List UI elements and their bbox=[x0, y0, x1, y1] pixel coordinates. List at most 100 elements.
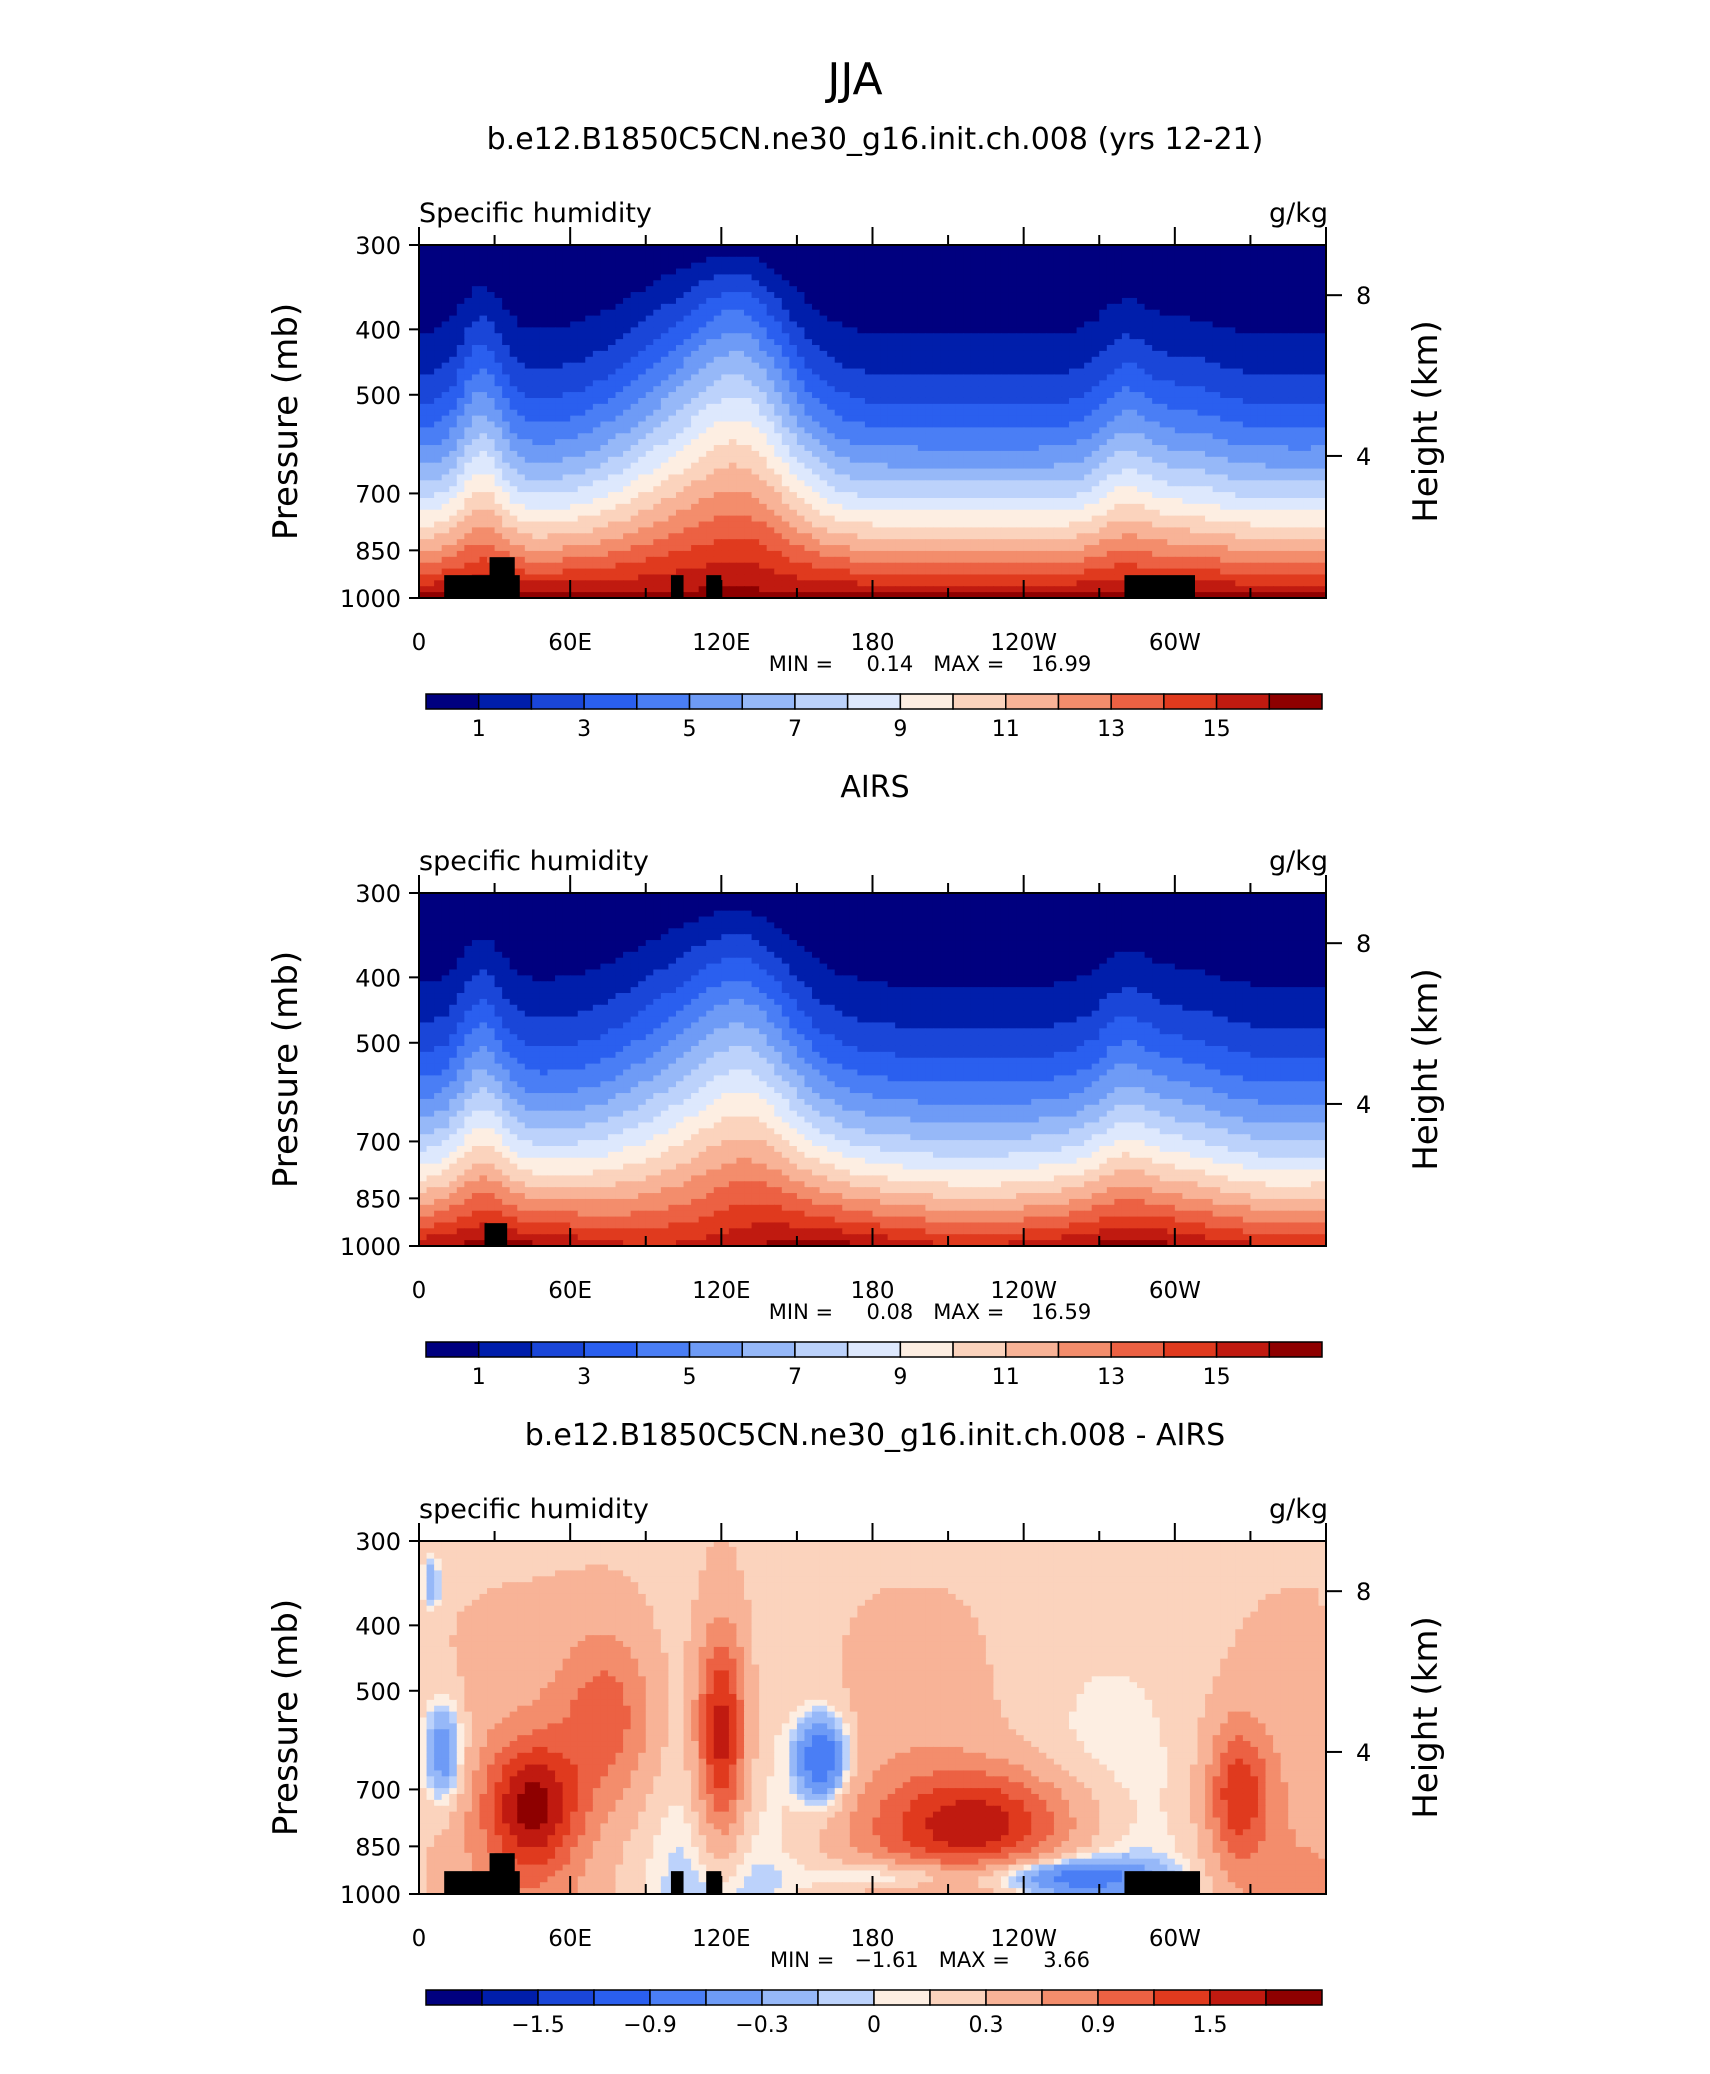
contour-cell bbox=[849, 333, 858, 340]
contour-cell bbox=[1295, 262, 1304, 270]
contour-cell bbox=[683, 333, 692, 340]
contour-cell bbox=[1099, 397, 1108, 405]
contour-cell bbox=[902, 439, 911, 446]
contour-cell bbox=[751, 327, 760, 334]
contour-cell bbox=[570, 456, 579, 464]
contour-cell bbox=[940, 315, 949, 323]
contour-cell bbox=[834, 274, 843, 281]
contour-cell bbox=[895, 297, 904, 305]
contour-cell bbox=[1174, 397, 1183, 405]
contour-cell bbox=[509, 292, 518, 299]
contour-cell bbox=[683, 362, 692, 370]
contour-cell bbox=[524, 403, 533, 411]
contour-cell bbox=[1182, 356, 1191, 364]
contour-cell bbox=[721, 250, 730, 258]
contour-cell bbox=[449, 386, 458, 393]
contour-cell bbox=[419, 245, 428, 252]
contour-cell bbox=[607, 421, 617, 428]
contour-cell bbox=[917, 409, 927, 417]
contour-cell bbox=[1257, 421, 1267, 428]
contour-cell bbox=[1121, 456, 1131, 464]
contour-cell bbox=[872, 345, 881, 352]
contour-cell bbox=[842, 292, 851, 299]
contour-cell bbox=[562, 297, 571, 305]
contour-cell bbox=[555, 439, 564, 446]
contour-cell bbox=[819, 450, 828, 458]
contour-cell bbox=[456, 292, 465, 299]
contour-cell bbox=[623, 468, 632, 476]
contour-cell bbox=[691, 286, 700, 293]
contour-cell bbox=[1099, 433, 1108, 440]
contour-cell bbox=[691, 474, 700, 481]
contour-cell bbox=[902, 339, 911, 346]
contour-cell bbox=[449, 427, 458, 434]
contour-cell bbox=[660, 439, 670, 446]
contour-cell bbox=[910, 450, 919, 458]
contour-cell bbox=[842, 286, 851, 293]
contour-cell bbox=[1174, 321, 1183, 328]
contour-cell bbox=[880, 345, 889, 352]
contour-cell bbox=[842, 468, 851, 476]
contour-cell bbox=[902, 286, 911, 293]
contour-cell bbox=[917, 415, 927, 423]
contour-cell bbox=[1008, 286, 1017, 293]
contour-cell bbox=[1167, 350, 1176, 358]
contour-cell bbox=[441, 303, 450, 311]
contour-cell bbox=[1182, 250, 1191, 258]
contour-cell bbox=[1235, 433, 1244, 440]
contour-cell bbox=[532, 421, 541, 428]
contour-cell bbox=[509, 345, 518, 352]
contour-cell bbox=[744, 474, 753, 481]
contour-cell bbox=[630, 350, 639, 358]
contour-cell bbox=[607, 474, 617, 481]
contour-cell bbox=[796, 356, 806, 364]
contour-cell bbox=[509, 274, 518, 281]
contour-cell bbox=[1016, 474, 1025, 481]
contour-cell bbox=[1265, 280, 1274, 287]
contour-cell bbox=[494, 297, 503, 305]
contour-cell bbox=[728, 303, 738, 311]
contour-cell bbox=[721, 309, 730, 317]
contour-cell bbox=[812, 350, 821, 358]
contour-cell bbox=[804, 356, 813, 364]
contour-cell bbox=[955, 439, 964, 446]
contour-cell bbox=[766, 333, 775, 340]
contour-cell bbox=[834, 474, 843, 481]
contour-cell bbox=[864, 280, 874, 287]
contour-cell bbox=[1212, 274, 1221, 281]
contour-cell bbox=[1061, 245, 1070, 252]
contour-cell bbox=[1023, 292, 1032, 299]
contour-cell bbox=[1038, 274, 1047, 281]
contour-cell bbox=[479, 303, 488, 311]
contour-cell bbox=[487, 474, 496, 481]
contour-cell bbox=[1114, 274, 1123, 281]
contour-cell bbox=[464, 392, 473, 399]
contour-cell bbox=[804, 439, 813, 446]
contour-cell bbox=[1265, 374, 1274, 381]
contour-cell bbox=[441, 333, 450, 340]
contour-cell bbox=[895, 309, 904, 317]
contour-cell bbox=[419, 350, 428, 358]
contour-cell bbox=[1076, 374, 1085, 381]
contour-cell bbox=[479, 368, 488, 376]
contour-cell bbox=[1295, 321, 1304, 328]
contour-cell bbox=[660, 321, 670, 328]
contour-cell bbox=[419, 362, 428, 370]
contour-cell bbox=[532, 392, 541, 399]
contour-cell bbox=[1318, 480, 1327, 487]
contour-cell bbox=[1121, 268, 1131, 276]
contour-cell bbox=[494, 368, 503, 376]
contour-cell bbox=[1250, 462, 1259, 470]
contour-cell bbox=[1288, 468, 1297, 476]
contour-cell bbox=[1303, 386, 1312, 393]
contour-cell bbox=[812, 433, 821, 440]
contour-cell bbox=[1129, 415, 1138, 423]
contour-cell bbox=[1318, 280, 1327, 287]
contour-cell bbox=[978, 262, 987, 270]
contour-cell bbox=[864, 339, 874, 346]
contour-cell bbox=[1295, 480, 1304, 487]
contour-cell bbox=[1273, 245, 1282, 252]
contour-cell bbox=[630, 309, 639, 317]
contour-cell bbox=[1310, 321, 1320, 328]
contour-cell bbox=[1023, 386, 1032, 393]
